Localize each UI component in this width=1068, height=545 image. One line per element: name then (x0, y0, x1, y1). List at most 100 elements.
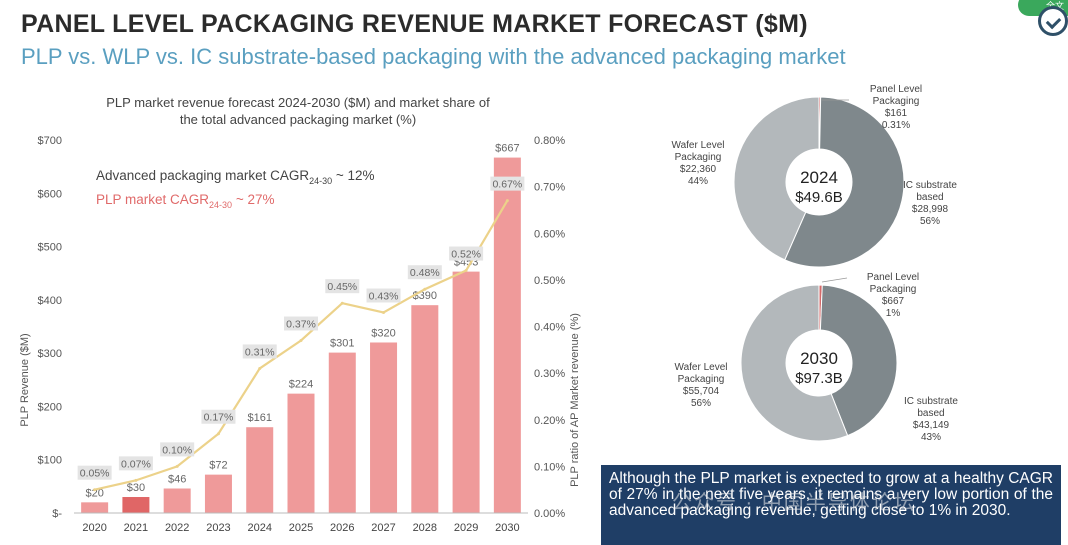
y2-tick-label: 0.10% (534, 461, 565, 473)
revenue-bar (122, 497, 150, 513)
revenue-bar (328, 352, 356, 513)
share-data-label: 0.17% (201, 409, 236, 424)
y2-tick-label: 0.50% (534, 275, 565, 287)
svg-text:0.45%: 0.45% (327, 281, 357, 293)
x-tick-label: 2023 (206, 522, 230, 534)
share-point (216, 432, 220, 436)
share-point (93, 488, 97, 492)
x-tick-label: 2027 (371, 522, 395, 534)
y2-tick-label: 0.70% (534, 182, 565, 194)
share-point (258, 366, 262, 370)
y-tick-label: $200 (38, 401, 62, 413)
leader-2030-plp (821, 277, 848, 283)
revenue-bar (163, 488, 191, 513)
revenue-data-label: $667 (495, 143, 519, 155)
ap-cagr-annotation: Advanced packaging market CAGR24-30 ~ 12… (96, 168, 375, 186)
revenue-data-label: $30 (127, 482, 145, 494)
y2-tick-label: 0.20% (534, 415, 565, 427)
y2-tick-label: 0.40% (534, 322, 565, 334)
revenue-data-label: $390 (413, 290, 437, 302)
svg-text:0.07%: 0.07% (121, 458, 151, 470)
revenue-bar (81, 502, 109, 513)
donut-hole (786, 149, 852, 215)
donut-charts: 2024 $49.6B 2030 $97.3B Panel Level Packa… (672, 84, 959, 443)
revenue-data-label: $161 (247, 412, 271, 424)
y2-tick-label: 0.00% (534, 508, 565, 520)
revenue-data-label: $301 (330, 338, 354, 350)
x-tick-label: 2029 (454, 522, 478, 534)
x-tick-label: 2022 (165, 522, 189, 534)
revenue-data-label: $320 (371, 327, 395, 339)
y-axis-label: PLP Revenue ($M) (19, 333, 31, 426)
summary-callout: Although the PLP market is expected to g… (601, 465, 1061, 545)
share-point (464, 269, 468, 273)
revenue-data-label: $20 (85, 487, 103, 499)
revenue-bar (370, 342, 398, 513)
x-tick-label: 2030 (495, 522, 519, 534)
share-data-label: 0.52% (449, 246, 484, 261)
revenue-bar (287, 393, 315, 513)
share-data-label: 0.31% (242, 344, 277, 359)
share-data-label: 0.07% (118, 456, 153, 471)
chart-title-line2: the total advanced packaging market (%) (180, 112, 416, 127)
donut-2024-year: 2024 (800, 168, 838, 187)
share-data-label: 0.43% (366, 288, 401, 303)
x-tick-label: 2025 (289, 522, 313, 534)
revenue-bar (411, 305, 439, 513)
label-2030-plp: Panel Level Packaging $667 1% (867, 272, 919, 319)
x-tick-label: 2026 (330, 522, 354, 534)
svg-text:0.31%: 0.31% (245, 346, 275, 358)
share-point (382, 311, 386, 315)
plp-revenue-chart: PLP market revenue forecast 2024-2030 ($… (19, 95, 581, 534)
share-data-label: 0.37% (284, 316, 318, 331)
plp-cagr-annotation: PLP market CAGR24-30 ~ 27% (96, 192, 274, 210)
share-data-label: 0.05% (77, 465, 112, 480)
x-tick-label: 2020 (82, 522, 106, 534)
svg-text:0.37%: 0.37% (286, 318, 316, 330)
y2-tick-label: 0.30% (534, 368, 565, 380)
revenue-bar (452, 271, 480, 513)
page-subtitle: PLP vs. WLP vs. IC substrate-based packa… (21, 44, 846, 69)
label-2030-wlp: Wafer Level Packaging $55,704 56% (675, 362, 728, 409)
label-2030-ic: IC substrate based $43,149 43% (904, 396, 958, 443)
donut-2030-total: $97.3B (795, 370, 843, 387)
share-data-label: 0.45% (325, 279, 360, 294)
donut-2030 (740, 284, 898, 442)
y2-tick-label: 0.80% (534, 135, 565, 147)
svg-text:0.05%: 0.05% (80, 468, 110, 480)
svg-text:0.10%: 0.10% (162, 444, 192, 456)
x-tick-label: 2021 (124, 522, 148, 534)
donut-2030-year: 2030 (800, 349, 838, 368)
share-point (299, 338, 303, 342)
y-tick-label: $400 (38, 295, 62, 307)
revenue-bar (204, 474, 232, 513)
share-point (505, 199, 509, 203)
x-tick-label: 2028 (413, 522, 437, 534)
donut-2024-total: $49.6B (795, 189, 843, 206)
revenue-bar (246, 427, 274, 513)
y-tick-label: $600 (38, 188, 62, 200)
label-2024-wlp: Wafer Level Packaging $22,360 44% (672, 140, 725, 187)
share-data-label: 0.10% (160, 442, 195, 457)
y-tick-label: $- (52, 508, 62, 520)
svg-text:0.17%: 0.17% (204, 412, 234, 424)
y-tick-label: $700 (38, 135, 62, 147)
label-2024-ic: IC substrate based $28,998 56% (903, 180, 957, 227)
donut-2024 (733, 96, 905, 268)
share-point (175, 464, 179, 468)
page-title: PANEL LEVEL PACKAGING REVENUE MARKET FOR… (21, 10, 808, 38)
y-tick-label: $300 (38, 348, 62, 360)
share-point (134, 478, 138, 482)
share-point (423, 287, 427, 291)
share-data-label: 0.48% (407, 265, 442, 280)
check-circle-icon[interactable] (1038, 6, 1068, 36)
label-2024-plp: Panel Level Packaging $161 0.31% (870, 84, 922, 131)
share-data-label: 0.67% (490, 176, 525, 191)
y2-tick-label: 0.60% (534, 228, 565, 240)
x-tick-label: 2024 (247, 522, 271, 534)
svg-text:0.48%: 0.48% (410, 267, 440, 279)
svg-text:0.43%: 0.43% (369, 291, 399, 303)
svg-text:0.67%: 0.67% (492, 179, 522, 191)
revenue-data-label: $224 (289, 379, 313, 391)
donut-hole (786, 330, 852, 396)
